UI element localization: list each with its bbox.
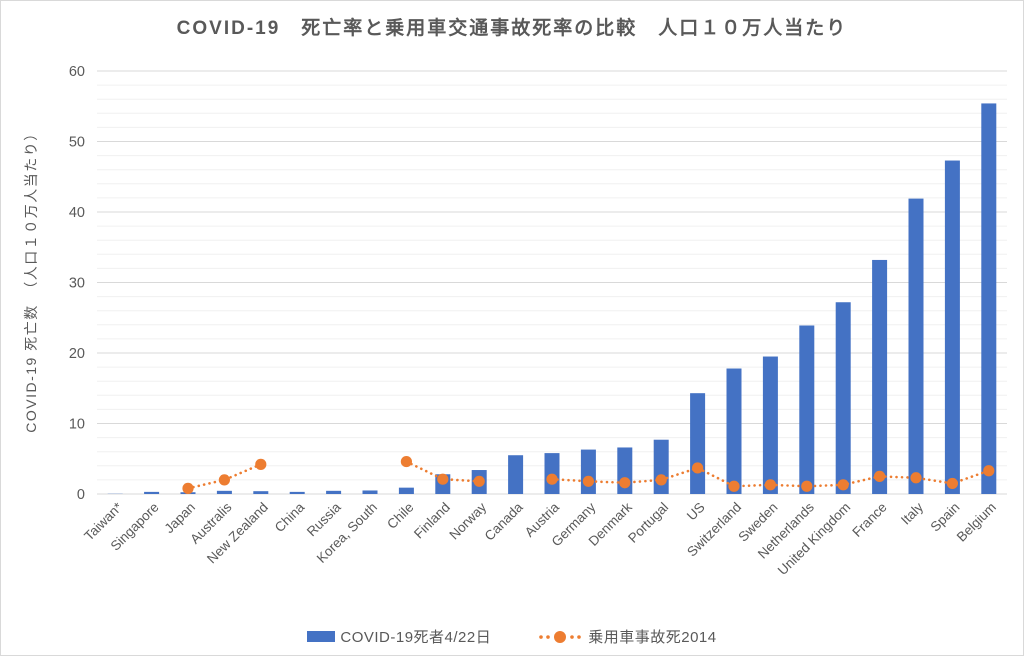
bar-China	[289, 491, 305, 494]
legend: COVID-19死者4/22日 乗用車事故死2014	[1, 626, 1023, 647]
bar-series-swatch	[307, 631, 336, 642]
marker-Chile	[400, 455, 412, 468]
bar-France	[872, 259, 888, 494]
x-tick-label: Portugal	[625, 500, 671, 546]
bar-Spain	[944, 160, 960, 494]
marker-Italy	[910, 472, 922, 484]
legend-item-car: 乗用車事故死2014	[537, 626, 716, 647]
bar-United Kingdom	[835, 302, 851, 494]
y-tick-label: 30	[69, 276, 85, 292]
marker-Switzerland	[728, 480, 740, 492]
x-tick-label: Norway	[446, 499, 489, 542]
line-series-swatch	[539, 630, 582, 643]
marker-Norway	[473, 475, 485, 487]
y-tick-label: 0	[77, 487, 85, 503]
bar-Canada	[508, 455, 524, 494]
marker-Portugal	[655, 474, 667, 486]
marker-Germany	[582, 475, 595, 487]
marker-Belgium	[983, 465, 995, 477]
y-tick-label: 40	[69, 205, 85, 221]
bar-Singapore	[144, 491, 160, 494]
marker-New Zealand	[255, 458, 267, 470]
marker-United Kingdom	[837, 479, 849, 491]
y-tick-label: 10	[69, 417, 85, 433]
marker-Spain	[946, 477, 959, 490]
y-axis-title: COVID-19 死亡数 （人口１０万人当たり）	[23, 125, 39, 433]
y-tick-label: 60	[69, 64, 85, 80]
chart-title: COVID-19 死亡率と乗用車交通事故死率の比較 人口１０万人当たり	[176, 18, 848, 39]
x-tick-label: Belgium	[954, 500, 999, 545]
marker-Sweden	[764, 479, 777, 491]
bar-Austria	[544, 453, 560, 494]
bar-US	[690, 393, 706, 494]
legend-item-covid: COVID-19死者4/22日	[307, 626, 491, 647]
x-tick-label: Canada	[482, 499, 526, 543]
bar-Italy	[908, 198, 924, 495]
x-tick-label: Italy	[898, 499, 926, 527]
legend-label-covid: COVID-19死者4/22日	[340, 629, 492, 646]
line-segment	[405, 460, 481, 483]
marker-France	[874, 470, 886, 482]
marker-Japan	[182, 482, 194, 494]
bar-Russia	[326, 490, 342, 494]
bar-Germany	[580, 449, 596, 494]
x-tick-label: Chile	[384, 500, 416, 532]
marker-US	[692, 462, 704, 474]
bar-Australis	[216, 490, 232, 494]
marker-Netherlands	[801, 480, 813, 492]
y-tick-label: 20	[69, 346, 85, 362]
bar-Portugal	[653, 439, 669, 494]
y-tick-label: 50	[69, 135, 85, 151]
bar-Sweden	[762, 356, 778, 494]
marker-Finland	[437, 473, 449, 485]
x-tick-label: US	[684, 500, 708, 524]
bar-Netherlands	[799, 325, 815, 494]
bar-Korea, South	[362, 490, 378, 494]
x-tick-label: China	[272, 499, 308, 535]
bar-Chile	[398, 487, 414, 494]
bar-Switzerland	[726, 368, 742, 494]
x-tick-label: France	[849, 500, 889, 540]
bar-Belgium	[981, 103, 997, 495]
bar-New Zealand	[253, 491, 269, 494]
marker-Australis	[218, 474, 230, 486]
legend-label-car: 乗用車事故死2014	[588, 629, 717, 646]
marker-Austria	[546, 473, 558, 485]
x-tick-label: Finland	[411, 500, 453, 542]
marker-Denmark	[619, 477, 631, 489]
